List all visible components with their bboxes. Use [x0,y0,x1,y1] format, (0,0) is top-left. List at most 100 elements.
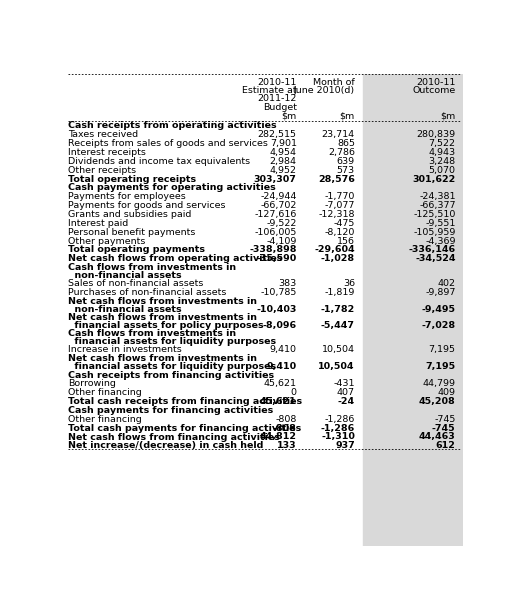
Text: -34,524: -34,524 [415,254,455,263]
Text: Total cash receipts from financing activities: Total cash receipts from financing activ… [68,397,302,406]
Text: -7,077: -7,077 [324,201,355,210]
Text: -745: -745 [434,415,455,424]
Text: 133: 133 [277,441,297,450]
Text: -338,898: -338,898 [249,246,297,254]
Text: 7,901: 7,901 [270,139,297,148]
Text: 2010-11: 2010-11 [258,77,297,87]
Text: -1,286: -1,286 [321,424,355,433]
Text: Borrowing: Borrowing [68,379,116,389]
Text: 2010-11: 2010-11 [416,77,455,87]
Text: -1,770: -1,770 [324,192,355,201]
Text: Net increase/(decrease) in cash held: Net increase/(decrease) in cash held [68,441,264,450]
Text: -4,369: -4,369 [425,236,455,246]
Text: 9,410: 9,410 [270,346,297,354]
Text: Outcome: Outcome [412,86,455,95]
Text: Interest paid: Interest paid [68,219,128,228]
Text: Cash flows from investments in: Cash flows from investments in [68,263,236,272]
Text: Net cash flows from financing activities: Net cash flows from financing activities [68,432,280,441]
Text: -808: -808 [276,415,297,424]
Text: June 2010(d): June 2010(d) [293,86,355,95]
Text: financial assets for liquidity purposes: financial assets for liquidity purposes [68,362,276,371]
Text: 3,248: 3,248 [429,157,455,166]
Text: 10,504: 10,504 [318,362,355,371]
Text: -12,318: -12,318 [318,210,355,219]
Text: -125,510: -125,510 [413,210,455,219]
Text: Cash payments for operating activities: Cash payments for operating activities [68,184,276,192]
Text: Purchases of non-financial assets: Purchases of non-financial assets [68,288,227,297]
Text: -336,146: -336,146 [409,246,455,254]
Text: 9,410: 9,410 [267,362,297,371]
Text: -24: -24 [338,397,355,406]
Text: Payments for goods and services: Payments for goods and services [68,201,226,210]
Text: -1,782: -1,782 [321,305,355,314]
Text: 44,799: 44,799 [423,379,455,389]
Text: Budget: Budget [263,103,297,112]
Text: -66,377: -66,377 [419,201,455,210]
Text: -745: -745 [432,424,455,433]
Text: 36: 36 [343,279,355,288]
Text: -35,590: -35,590 [256,254,297,263]
Text: 2,984: 2,984 [270,157,297,166]
Text: 4,954: 4,954 [270,148,297,157]
Text: -127,616: -127,616 [254,210,297,219]
Text: 573: 573 [337,166,355,175]
Text: 44,463: 44,463 [419,432,455,441]
Text: -9,551: -9,551 [425,219,455,228]
Text: Cash receipts from operating activities: Cash receipts from operating activities [68,122,277,130]
Text: 409: 409 [437,388,455,397]
Text: Grants and subsidies paid: Grants and subsidies paid [68,210,192,219]
Text: -106,005: -106,005 [254,228,297,236]
Bar [362,74,463,546]
Text: 0: 0 [291,388,297,397]
Text: 7,195: 7,195 [426,362,455,371]
Text: 45,208: 45,208 [419,397,455,406]
Text: -9,522: -9,522 [266,219,297,228]
Text: Net cash flows from investments in: Net cash flows from investments in [68,313,257,322]
Text: Estimate at: Estimate at [242,86,297,95]
Text: -24,944: -24,944 [261,192,297,201]
Text: 44,812: 44,812 [260,432,297,441]
Text: -1,310: -1,310 [321,432,355,441]
Text: Cash receipts from financing activities: Cash receipts from financing activities [68,370,274,379]
Text: 282,515: 282,515 [258,130,297,139]
Text: 7,522: 7,522 [429,139,455,148]
Text: Total operating payments: Total operating payments [68,246,205,254]
Text: financial assets for policy purposes: financial assets for policy purposes [68,321,264,330]
Text: 28,576: 28,576 [318,174,355,184]
Text: 407: 407 [337,388,355,397]
Text: 865: 865 [337,139,355,148]
Text: $m: $m [440,111,455,120]
Text: 23,714: 23,714 [322,130,355,139]
Text: Other financing: Other financing [68,388,142,397]
Text: Personal benefit payments: Personal benefit payments [68,228,195,236]
Text: 4,952: 4,952 [270,166,297,175]
Text: -1,286: -1,286 [324,415,355,424]
Text: Dividends and income tax equivalents: Dividends and income tax equivalents [68,157,250,166]
Text: financial assets for liquidity purposes: financial assets for liquidity purposes [68,338,276,346]
Text: 10,504: 10,504 [322,346,355,354]
Text: Total cash payments for financing activities: Total cash payments for financing activi… [68,424,301,433]
Text: 5,070: 5,070 [429,166,455,175]
Text: Month of: Month of [313,77,355,87]
Text: non-financial assets: non-financial assets [68,271,182,280]
Text: Taxes received: Taxes received [68,130,138,139]
Text: Cash flows from investments in: Cash flows from investments in [68,329,236,338]
Text: Total operating receipts: Total operating receipts [68,174,196,184]
Text: 301,622: 301,622 [412,174,455,184]
Text: -4,109: -4,109 [266,236,297,246]
Text: Interest receipts: Interest receipts [68,148,146,157]
Text: 7,195: 7,195 [429,346,455,354]
Text: Receipts from sales of goods and services: Receipts from sales of goods and service… [68,139,268,148]
Text: Net cash flows from operating activities: Net cash flows from operating activities [68,254,283,263]
Text: $m: $m [282,111,297,120]
Text: 280,839: 280,839 [416,130,455,139]
Text: 45,621: 45,621 [264,379,297,389]
Text: non-financial assets: non-financial assets [68,305,182,314]
Text: -8,120: -8,120 [324,228,355,236]
Text: Sales of non-financial assets: Sales of non-financial assets [68,279,204,288]
Text: -10,403: -10,403 [256,305,297,314]
Text: Payments for employees: Payments for employees [68,192,186,201]
Text: -105,959: -105,959 [413,228,455,236]
Text: 937: 937 [335,441,355,450]
Text: 4,943: 4,943 [429,148,455,157]
